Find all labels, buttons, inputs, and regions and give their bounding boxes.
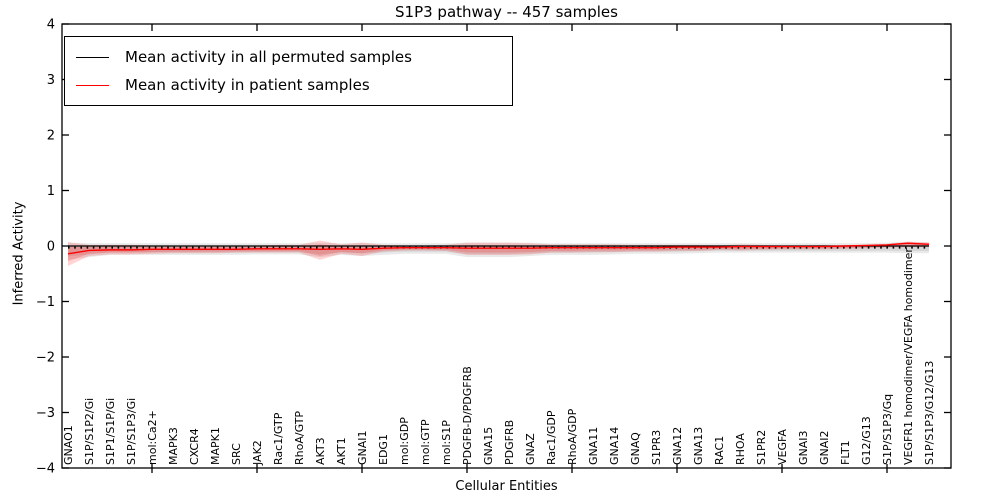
x-entity-label: GNA13 xyxy=(692,427,705,465)
y-tick-label: 4 xyxy=(47,18,55,33)
x-entity-label: S1P1/S1P/Gi xyxy=(104,398,117,465)
y-tick-label: −3 xyxy=(36,406,55,421)
x-entity-label: S1PR3 xyxy=(650,430,663,465)
x-entity-label: VEGFR1 homodimer/VEGFA homodimer xyxy=(902,248,915,465)
x-entity-label: GNAZ xyxy=(524,433,537,465)
x-entity-label: GNAO1 xyxy=(62,425,75,465)
x-entity-label: RhoA/GDP xyxy=(566,408,579,465)
legend-item-patient: Mean activity in patient samples xyxy=(65,71,512,99)
legend-line-black xyxy=(76,56,109,58)
x-axis-title: Cellular Entities xyxy=(455,479,558,494)
y-tick-label: −2 xyxy=(36,351,55,366)
x-entity-label: AKT1 xyxy=(335,437,348,465)
legend-box: Mean activity in all permuted samples Me… xyxy=(64,36,513,106)
patient-mean-line xyxy=(67,242,930,255)
x-entity-label: AKT3 xyxy=(314,437,327,465)
x-entity-label: mol:Ca2+ xyxy=(146,410,159,465)
x-entity-label: S1P/S1P3/G12/G13 xyxy=(923,361,936,465)
x-entity-label: S1P/S1P3/Gq xyxy=(881,394,894,465)
x-entity-label: GNA11 xyxy=(587,427,600,465)
x-entity-label: FLT1 xyxy=(839,440,852,465)
x-entity-label: Rac1/GDP xyxy=(545,410,558,465)
x-entity-label: CXCR4 xyxy=(188,428,201,465)
x-entity-label: SRC xyxy=(230,443,243,465)
x-entity-label: GNAI1 xyxy=(356,430,369,465)
x-entity-label: GNA12 xyxy=(671,427,684,465)
legend-line-red xyxy=(76,84,109,86)
x-entity-label: G12/G13 xyxy=(860,416,873,465)
y-axis-title: Inferred Activity xyxy=(11,201,27,306)
x-entity-label: S1PR2 xyxy=(755,430,768,465)
legend-label-patient: Mean activity in patient samples xyxy=(125,76,370,94)
x-entity-label: mol:GDP xyxy=(398,417,411,465)
x-entity-label: MAPK3 xyxy=(167,427,180,465)
y-tick-label: 1 xyxy=(47,184,55,199)
x-entity-label: GNA15 xyxy=(482,427,495,465)
legend-label-permuted: Mean activity in all permuted samples xyxy=(125,48,412,66)
x-entity-label: GNAI2 xyxy=(818,430,831,465)
x-entity-label: Rac1/GTP xyxy=(272,412,285,465)
x-entity-label: RHOA xyxy=(734,433,747,465)
x-entity-label: GNAQ xyxy=(629,432,642,465)
x-entity-label: VEGFA xyxy=(776,429,789,465)
y-tick-label: 2 xyxy=(47,129,55,144)
x-entity-label: GNAI3 xyxy=(797,430,810,465)
y-tick-label: −1 xyxy=(36,295,55,310)
x-entity-label: PDGFRB xyxy=(503,420,516,465)
x-entity-label: RhoA/GTP xyxy=(293,411,306,465)
x-entity-label: S1P/S1P3/Gi xyxy=(125,398,138,465)
legend-item-permuted: Mean activity in all permuted samples xyxy=(65,43,512,71)
x-entity-label: JAK2 xyxy=(251,440,264,466)
x-entity-label: S1P/S1P2/Gi xyxy=(83,398,96,465)
chart-title: S1P3 pathway -- 457 samples xyxy=(395,3,618,21)
x-entity-label: EDG1 xyxy=(377,434,390,465)
x-entity-label: MAPK1 xyxy=(209,427,222,465)
x-entity-label: mol:S1P xyxy=(440,420,453,465)
y-tick-label: −4 xyxy=(36,462,55,477)
x-entity-label: RAC1 xyxy=(713,436,726,465)
x-entity-label: PDGFB-D/PDGFRB xyxy=(461,366,474,465)
x-entity-label: mol:GTP xyxy=(419,419,432,465)
y-tick-label: 0 xyxy=(47,240,55,255)
y-tick-label: 3 xyxy=(47,73,55,88)
x-entity-label: GNA14 xyxy=(608,427,621,465)
